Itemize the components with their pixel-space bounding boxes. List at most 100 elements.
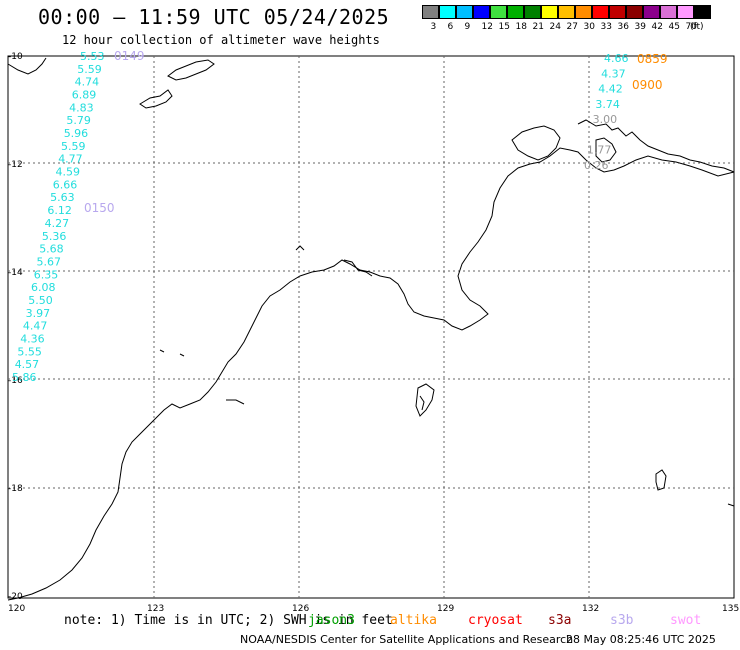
wave-height-value: 3.00: [593, 113, 618, 126]
wave-height-value: 0.26: [584, 159, 609, 172]
legend-swot: swot: [670, 613, 702, 628]
scale-label: 39: [634, 22, 646, 32]
wave-height-value: 4.27: [45, 217, 70, 230]
pass-time-label: 0859: [637, 52, 668, 66]
legend-s3b: s3b: [610, 613, 634, 628]
scale-label: 12: [481, 22, 493, 32]
timestamp-text: 28 May 08:25:46 UTC 2025: [566, 633, 716, 646]
legend-altika: altika: [390, 613, 437, 628]
wave-height-value: 5.68: [39, 243, 64, 256]
coast-australia-north: [7, 147, 735, 601]
coast-island-c: [655, 469, 667, 491]
scale-label: 24: [549, 22, 561, 32]
wave-height-value: 4.83: [69, 101, 94, 114]
coast-islet-c: [179, 353, 185, 357]
wave-height-value: 5.59: [61, 140, 86, 153]
lat-label: -18: [8, 484, 23, 494]
scale-swatch: [507, 5, 524, 19]
scale-label: 18: [515, 22, 527, 32]
coast-bathurst: [415, 383, 435, 417]
scale-label: 30: [583, 22, 595, 32]
scale-label: 27: [566, 22, 578, 32]
map-frame: [7, 55, 735, 599]
legend-cryosat: cryosat: [468, 613, 523, 628]
legend-s3a: s3a: [548, 613, 572, 628]
lon-label: 135: [722, 604, 739, 614]
pass-time-label: 0150: [84, 201, 115, 215]
graticule: [8, 56, 734, 598]
scale-label: 6: [447, 22, 454, 32]
lat-label: -20: [8, 592, 23, 602]
coast-bathurst-inlet: [419, 395, 425, 411]
scale-swatch: [694, 5, 711, 19]
scale-label: 45: [668, 22, 680, 32]
wave-height-value: 4.59: [56, 166, 81, 179]
wave-height-value: 4.47: [23, 320, 48, 333]
wave-height-value: 6.12: [47, 204, 72, 217]
scale-swatch: [490, 5, 507, 19]
lon-label: 132: [582, 604, 599, 614]
altimeter-track-east: 4.66 4.37 4.42 3.74 3.00 1.77 0.26: [584, 52, 629, 172]
wave-height-value: 6.08: [31, 281, 56, 294]
longitude-labels: 120 123 126 129 132 135: [8, 604, 739, 614]
scale-label: 3: [430, 22, 437, 32]
scale-label: 42: [651, 22, 663, 32]
coast-detail-b: [226, 399, 245, 405]
wave-height-value: 4.66: [604, 52, 629, 65]
map-title: 00:00 – 11:59 UTC 05/24/2025: [38, 5, 390, 29]
lat-label: -12: [8, 160, 23, 170]
lon-label: 129: [437, 604, 454, 614]
coast-island-a: [167, 59, 215, 81]
coast-islet-a: [295, 245, 305, 251]
wave-height-value: 6.66: [53, 178, 78, 191]
wave-height-value: 4.36: [20, 333, 45, 346]
scale-swatch: [524, 5, 541, 19]
wave-height-value: 5.53: [80, 50, 105, 63]
wave-height-value: 5.96: [64, 127, 88, 140]
wave-height-value: 3.97: [26, 307, 50, 320]
scale-swatch: [660, 5, 677, 19]
lat-label: -14: [8, 268, 23, 278]
wave-height-value: 4.37: [601, 67, 626, 80]
coast-timor-west: [7, 57, 47, 75]
coast-wessel-islands: [511, 125, 561, 161]
scale-label: 21: [532, 22, 544, 32]
coast-islet-b: [159, 349, 165, 353]
wave-height-value: 5.63: [50, 191, 75, 204]
altimeter-track-west: 5.535.594.746.894.835.795.965.594.774.59…: [12, 50, 105, 384]
scale-swatch: [626, 5, 643, 19]
note-text: note: 1) Time is in UTC; 2) SWH is in fe…: [64, 613, 393, 628]
wave-height-value: 5.50: [28, 294, 53, 307]
wave-height-value: 5.59: [77, 63, 102, 76]
coast-aru-islands: [595, 137, 617, 163]
pass-time-label: 0900: [632, 78, 663, 92]
scale-swatch: [558, 5, 575, 19]
scale-swatch: [541, 5, 558, 19]
scale-swatch: [439, 5, 456, 19]
wave-height-value: 5.36: [42, 230, 67, 243]
scale-label: 9: [464, 22, 471, 32]
scale-swatch: [422, 5, 439, 19]
pass-time-label: 0149: [114, 49, 145, 63]
wave-height-value: 4.74: [75, 76, 100, 89]
wave-height-value: 4.42: [598, 83, 623, 96]
map-subtitle: 12 hour collection of altimeter wave hei…: [62, 33, 380, 47]
scale-swatch: [575, 5, 592, 19]
lon-label: 120: [8, 604, 25, 614]
scale-swatch: [456, 5, 473, 19]
wave-height-value: 5.55: [17, 345, 42, 358]
wave-height-value: 1.77: [587, 144, 612, 157]
coast-island-b: [139, 89, 173, 109]
wave-height-value: 4.57: [15, 358, 40, 371]
scale-label: 36: [617, 22, 629, 32]
scale-label: 70: [685, 22, 697, 32]
scale-swatch: [609, 5, 626, 19]
wave-height-value: 5.67: [37, 255, 62, 268]
scale-swatch: [677, 5, 694, 19]
wave-height-value: 5.86: [12, 371, 37, 384]
wave-height-value: 3.74: [595, 98, 620, 111]
coastlines: [7, 57, 735, 601]
wave-height-value: 6.35: [34, 268, 59, 281]
coast-new-guinea: [577, 119, 735, 173]
pass-time-labels: 0149 0150 0859 0900: [84, 49, 668, 215]
